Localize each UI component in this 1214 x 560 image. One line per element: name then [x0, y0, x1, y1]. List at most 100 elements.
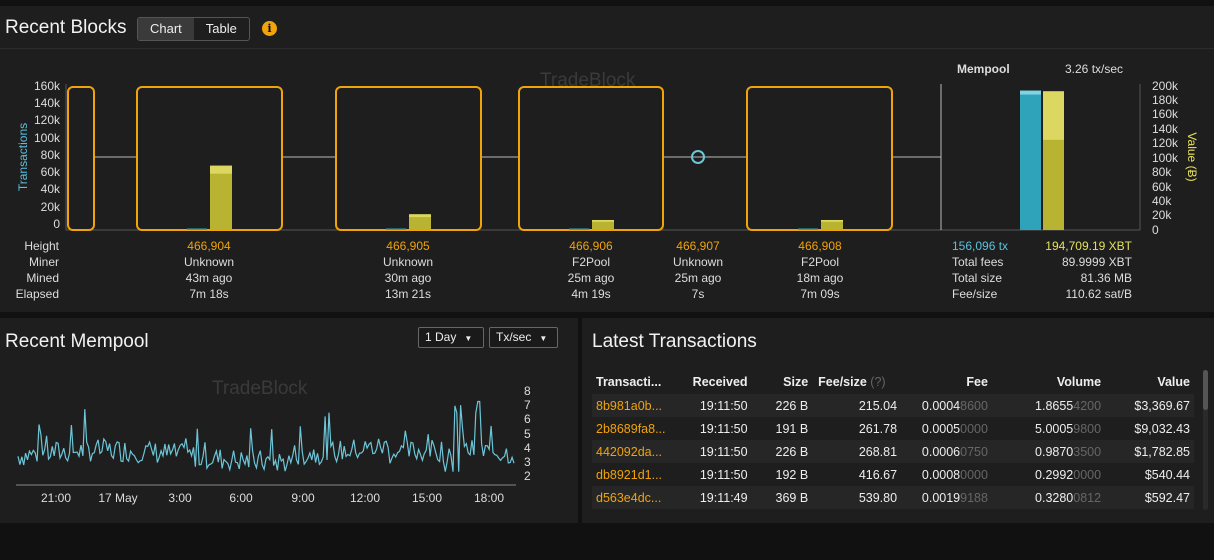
tradeblock-watermark: TradeBlock: [540, 70, 636, 91]
volume-dim: 3500: [1073, 444, 1102, 459]
table-toggle-button[interactable]: Table: [205, 21, 237, 36]
tx-fee: 0.00199188: [901, 486, 992, 509]
tx-hash-link[interactable]: 2b8689fa8...: [596, 421, 666, 436]
x-tick: 9:00: [291, 491, 315, 505]
tx-fee: 0.00048600: [901, 394, 992, 417]
recent-blocks-title: Recent Blocks: [5, 17, 127, 38]
block-frame[interactable]: [335, 86, 482, 231]
tx-size: 226 B: [751, 440, 813, 463]
unit-dropdown[interactable]: Tx/sec ▼: [489, 327, 558, 348]
block-frame[interactable]: [67, 86, 95, 231]
block-height[interactable]: 466,906: [569, 239, 613, 253]
table-row[interactable]: 8b981a0b... 19:11:50 226 B 215.04 0.0004…: [592, 394, 1194, 417]
block-height[interactable]: 466,904: [187, 239, 231, 253]
tx-value: $3,369.67: [1105, 394, 1194, 417]
x-tick: 15:00: [411, 491, 443, 505]
block-mined: 18m ago: [796, 271, 844, 285]
caret-down-icon: ▼: [464, 334, 473, 343]
col-size[interactable]: Size: [783, 375, 809, 389]
table-row[interactable]: d563e4dc... 19:11:49 369 B 539.80 0.0019…: [592, 486, 1194, 509]
fee-dim: 0750: [960, 444, 988, 459]
volume-dim: 0000: [1073, 467, 1102, 482]
block-elapsed: 13m 21s: [384, 287, 432, 301]
table-row[interactable]: db8921d1... 19:11:50 192 B 416.67 0.0008…: [592, 463, 1194, 486]
block-height[interactable]: 466,908: [798, 239, 842, 253]
col-transaction[interactable]: Transacti...: [596, 375, 662, 389]
block-value-bar-cap: [210, 165, 232, 174]
fee-main: 0.0004: [921, 398, 961, 413]
scrollbar-thumb[interactable]: [1203, 370, 1208, 410]
volume-main: 1.8655: [1035, 398, 1074, 413]
row-label-miner: Miner: [28, 255, 59, 269]
tx-volume: 0.32800812: [991, 486, 1106, 509]
col-value[interactable]: Value: [1157, 375, 1190, 389]
mempool-rate: 3.26 tx/sec: [1065, 62, 1124, 76]
tx-hash-link[interactable]: d563e4dc...: [592, 486, 681, 509]
mempool-stat-value: 81.36 MB: [1080, 271, 1132, 285]
help-icon[interactable]: (?): [870, 375, 886, 389]
volume-dim: 0812: [1073, 490, 1102, 505]
block-value-bar-cap: [821, 219, 843, 222]
mempool-stat-value: 89.9999 XBT: [1061, 255, 1132, 269]
right-tick: 180k: [1152, 93, 1179, 107]
mempool-stat-value: 110.62 sat/B: [1065, 287, 1133, 301]
range-dropdown[interactable]: 1 Day ▼: [418, 327, 484, 348]
tx-received: 19:11:50: [680, 394, 752, 417]
chart-toggle-button[interactable]: Chart: [138, 18, 194, 40]
y-tick: 3: [524, 455, 531, 469]
right-tick: 40k: [1152, 194, 1172, 208]
recent-mempool-panel: Recent Mempool 1 Day ▼ Tx/sec ▼ TradeBlock…: [0, 318, 578, 523]
tx-received: 19:11:49: [680, 486, 752, 509]
info-icon[interactable]: i: [262, 21, 277, 36]
tx-hash-link[interactable]: db8921d1...: [596, 467, 663, 482]
block-miner: Unknown: [183, 255, 235, 269]
fee-main: 0.0006: [921, 444, 961, 459]
tx-hash-link[interactable]: 442092da...: [592, 440, 681, 463]
block-value-bar: [821, 219, 843, 230]
y-tick: 2: [524, 469, 531, 483]
block-frame[interactable]: [136, 86, 283, 231]
fee-size-label: Fee/size: [818, 375, 867, 389]
block-frame[interactable]: [746, 86, 893, 231]
fee-dim: 9188: [960, 490, 988, 505]
y-tick: 6: [524, 412, 531, 426]
mempool-stat-label: Fee/size: [952, 287, 998, 301]
left-tick: 0: [53, 217, 60, 231]
tx-fee-size: 416.67: [858, 467, 898, 482]
col-volume[interactable]: Volume: [1056, 375, 1102, 389]
table-row[interactable]: 442092da... 19:11:50 226 B 268.81 0.0006…: [592, 440, 1194, 463]
mempool-line-chart: [16, 400, 516, 486]
mempool-series-line: [17, 400, 515, 473]
right-tick: 20k: [1152, 208, 1172, 222]
table-row[interactable]: 2b8689fa8... 19:11:50 191 B 261.78 0.000…: [592, 417, 1194, 440]
block-value-bar: [409, 214, 431, 230]
x-tick: 21:00: [40, 491, 72, 505]
block-frame[interactable]: [518, 86, 664, 231]
right-tick: 120k: [1152, 136, 1179, 150]
empty-block-marker[interactable]: [691, 150, 705, 164]
block-height[interactable]: 466,905: [386, 239, 430, 253]
recent-blocks-panel: Recent Blocks Chart Table i 160k 140k 12…: [0, 6, 1214, 312]
volume-main: 5.0005: [1035, 421, 1074, 436]
block-miner: Unknown: [672, 255, 724, 269]
tx-value: $9,032.43: [1134, 421, 1190, 436]
col-received[interactable]: Received: [692, 375, 748, 389]
y-tick: 8: [524, 384, 531, 398]
view-toggle: Chart Table: [137, 17, 250, 41]
volume-main: 0.2992: [1035, 467, 1074, 482]
block-height[interactable]: 466,907: [676, 239, 720, 253]
volume-main: 0.3280: [1035, 490, 1074, 505]
tx-volume: 5.00059800: [992, 417, 1105, 440]
mempool-label: Mempool: [957, 62, 1010, 76]
col-fee-size[interactable]: Fee/size (?): [812, 370, 901, 394]
tx-hash-link[interactable]: 8b981a0b...: [592, 394, 681, 417]
block-value-bar: [210, 165, 232, 230]
right-tick: 200k: [1152, 79, 1179, 93]
mempool-tx-bar: [1020, 90, 1041, 230]
col-fee[interactable]: Fee: [966, 375, 988, 389]
table-scrollbar[interactable]: [1203, 370, 1208, 510]
block-miner: Unknown: [382, 255, 434, 269]
left-tick: 120k: [33, 113, 60, 127]
y-tick: 4: [524, 441, 531, 455]
right-tick: 0: [1152, 223, 1159, 237]
